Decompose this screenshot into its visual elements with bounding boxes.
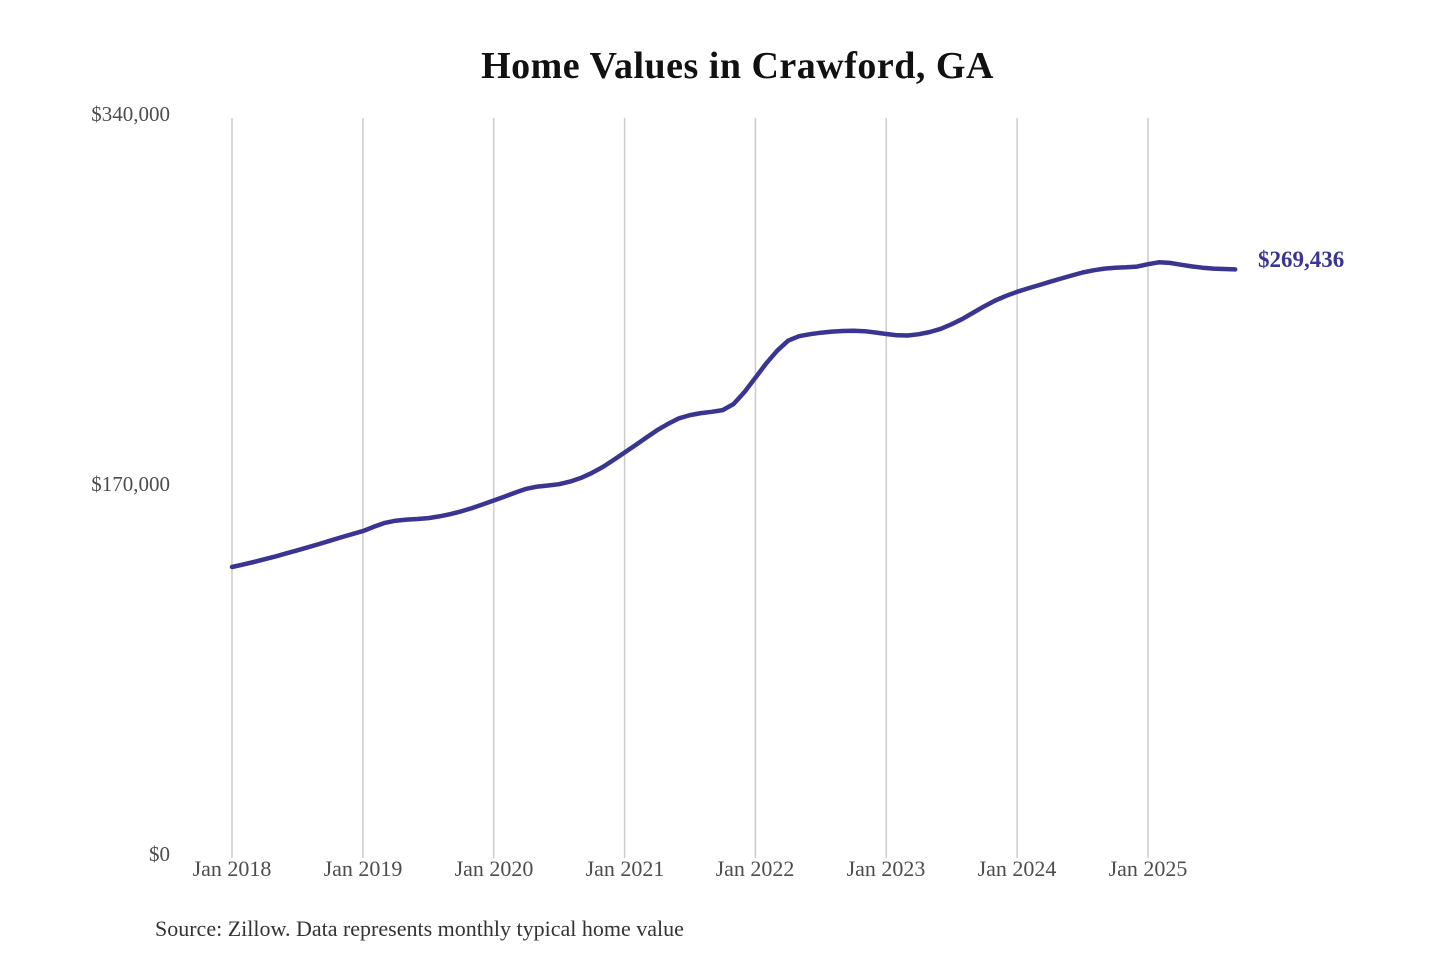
x-tick-label: Jan 2023 xyxy=(846,856,926,881)
x-tick-label: Jan 2018 xyxy=(192,856,272,881)
x-tick-label: Jan 2019 xyxy=(323,856,403,881)
x-tick-label: Jan 2025 xyxy=(1108,856,1188,881)
x-tick-label: Jan 2020 xyxy=(454,856,534,881)
chart-title: Home Values in Crawford, GA xyxy=(481,45,994,87)
y-tick-label: $170,000 xyxy=(91,472,170,496)
current-value-label: $269,436 xyxy=(1258,247,1345,272)
x-tick-label: Jan 2021 xyxy=(585,856,665,881)
source-note: Source: Zillow. Data represents monthly … xyxy=(155,916,684,941)
x-tick-label: Jan 2024 xyxy=(977,856,1057,881)
y-tick-label: $340,000 xyxy=(91,102,170,126)
value-line xyxy=(229,260,1238,570)
x-tick-label: Jan 2022 xyxy=(715,856,795,881)
y-tick-label: $0 xyxy=(149,842,170,866)
